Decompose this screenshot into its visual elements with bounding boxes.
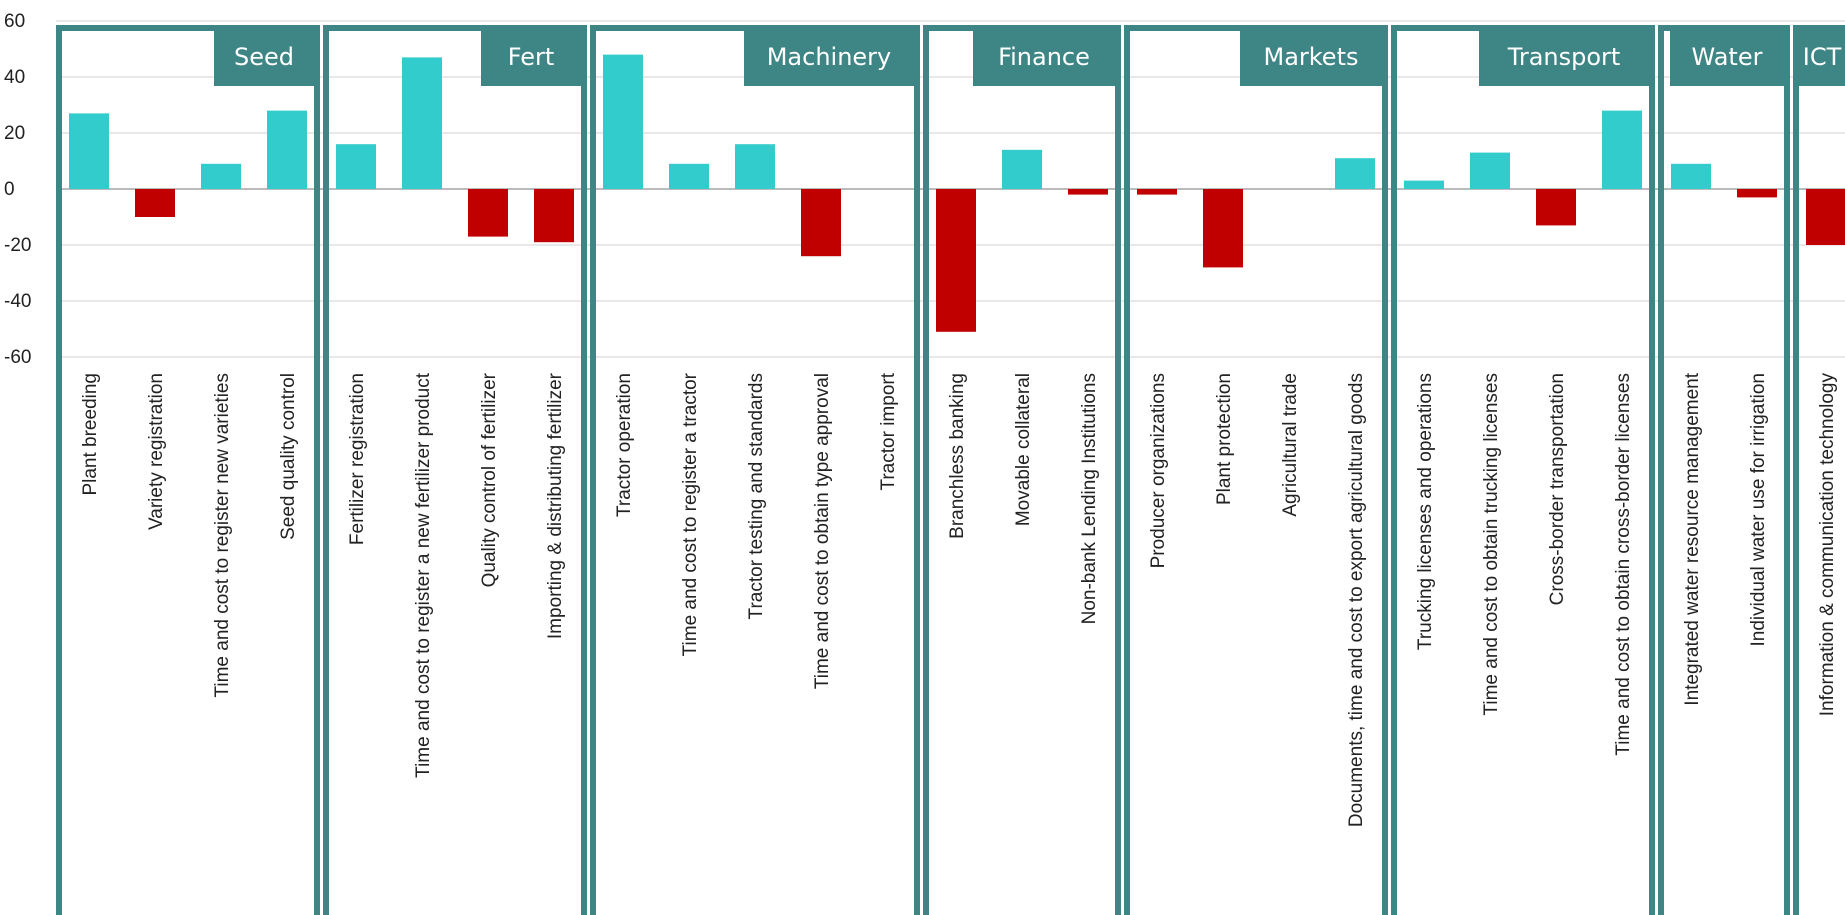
- x-tick-label: Importing & distributing fertilizer: [545, 372, 566, 639]
- bar: [801, 189, 841, 257]
- bar: [1404, 180, 1444, 189]
- x-tick-label: Tractor testing and standards: [746, 373, 767, 619]
- x-tick-label: Branchless banking: [947, 373, 968, 539]
- y-tick-label: 40: [4, 67, 25, 88]
- x-tick-label: Time and cost to register a tractor: [680, 372, 701, 656]
- panel-title: Finance: [998, 43, 1090, 71]
- panel-tab: [214, 28, 314, 86]
- bar: [135, 189, 175, 217]
- y-tick-label: -40: [4, 291, 31, 312]
- bar: [669, 163, 709, 189]
- panel-tab: [1799, 28, 1845, 86]
- bar: [1137, 189, 1177, 195]
- panel-title: Transport: [1507, 43, 1621, 71]
- panel-title: Markets: [1263, 43, 1358, 71]
- x-tick-label: Cross-border transportation: [1547, 373, 1568, 605]
- x-tick-label: Seed quality control: [278, 373, 299, 540]
- panel-title: Seed: [234, 43, 294, 71]
- x-tick-label: Trucking licenses and operations: [1415, 373, 1436, 650]
- bar: [1002, 149, 1042, 189]
- panel-title: ICT: [1803, 43, 1842, 71]
- x-tick-label: Time and cost to obtain trucking license…: [1481, 373, 1502, 716]
- x-tick-label: Information & communication technology: [1817, 373, 1838, 717]
- panel-tab: [1479, 28, 1649, 86]
- x-tick-label: Plant breeding: [80, 373, 101, 496]
- x-tick-label: Integrated water resource management: [1682, 372, 1703, 705]
- bar: [201, 163, 241, 189]
- panel-title: Fert: [508, 43, 555, 71]
- bar: [735, 144, 775, 189]
- bar: [1671, 163, 1711, 189]
- x-tick-label: Plant protection: [1214, 373, 1235, 505]
- bar: [603, 54, 643, 189]
- y-tick-label: -60: [4, 347, 31, 368]
- panel-tab: [1240, 28, 1382, 86]
- x-tick-label: Agricultural trade: [1280, 373, 1301, 517]
- x-tick-label: Time and cost to register a new fertiliz…: [413, 372, 434, 778]
- bar: [468, 189, 508, 237]
- bar: [1470, 152, 1510, 189]
- x-tick-label: Tractor import: [878, 372, 899, 490]
- bar: [267, 110, 307, 189]
- y-tick-label: 60: [4, 11, 25, 32]
- x-tick-label: Time and cost to obtain type approval: [812, 373, 833, 689]
- y-tick-label: -20: [4, 235, 31, 256]
- bar: [1335, 158, 1375, 189]
- bar: [1737, 189, 1777, 198]
- panel-title: Water: [1692, 43, 1763, 71]
- bar: [534, 189, 574, 243]
- panel-tab: [973, 28, 1115, 86]
- x-tick-label: Quality control of fertilizer: [479, 372, 500, 587]
- x-tick-label: Time and cost to obtain cross-border lic…: [1613, 373, 1634, 756]
- bar: [1536, 189, 1576, 226]
- panel-tab: [1670, 28, 1784, 86]
- bar: [1806, 189, 1845, 245]
- bar: [402, 57, 442, 190]
- y-tick-label: 20: [4, 123, 25, 144]
- bar: [1602, 110, 1642, 189]
- x-tick-label: Time and cost to register new varieties: [212, 373, 233, 698]
- panel-tab: [744, 28, 914, 86]
- bar: [1203, 189, 1243, 268]
- panel-frame: [323, 25, 587, 915]
- x-tick-label: Tractor operation: [614, 373, 635, 517]
- bar: [69, 113, 109, 189]
- x-tick-label: Non-bank Lending Institutions: [1079, 373, 1100, 624]
- x-tick-label: Fertilizer registration: [347, 373, 368, 545]
- y-tick-label: 0: [4, 179, 15, 200]
- panel-title: Machinery: [767, 43, 892, 71]
- panel-frame: [56, 25, 320, 915]
- x-tick-label: Individual water use for irrigation: [1748, 373, 1769, 647]
- x-tick-label: Producer organizations: [1148, 373, 1169, 568]
- bar: [336, 144, 376, 189]
- bar: [936, 189, 976, 332]
- panel-tab: [481, 28, 581, 86]
- x-tick-label: Documents, time and cost to export agric…: [1346, 373, 1367, 827]
- x-tick-label: Movable collateral: [1013, 373, 1034, 526]
- bar: [1068, 189, 1108, 195]
- x-tick-label: Variety registration: [146, 373, 167, 530]
